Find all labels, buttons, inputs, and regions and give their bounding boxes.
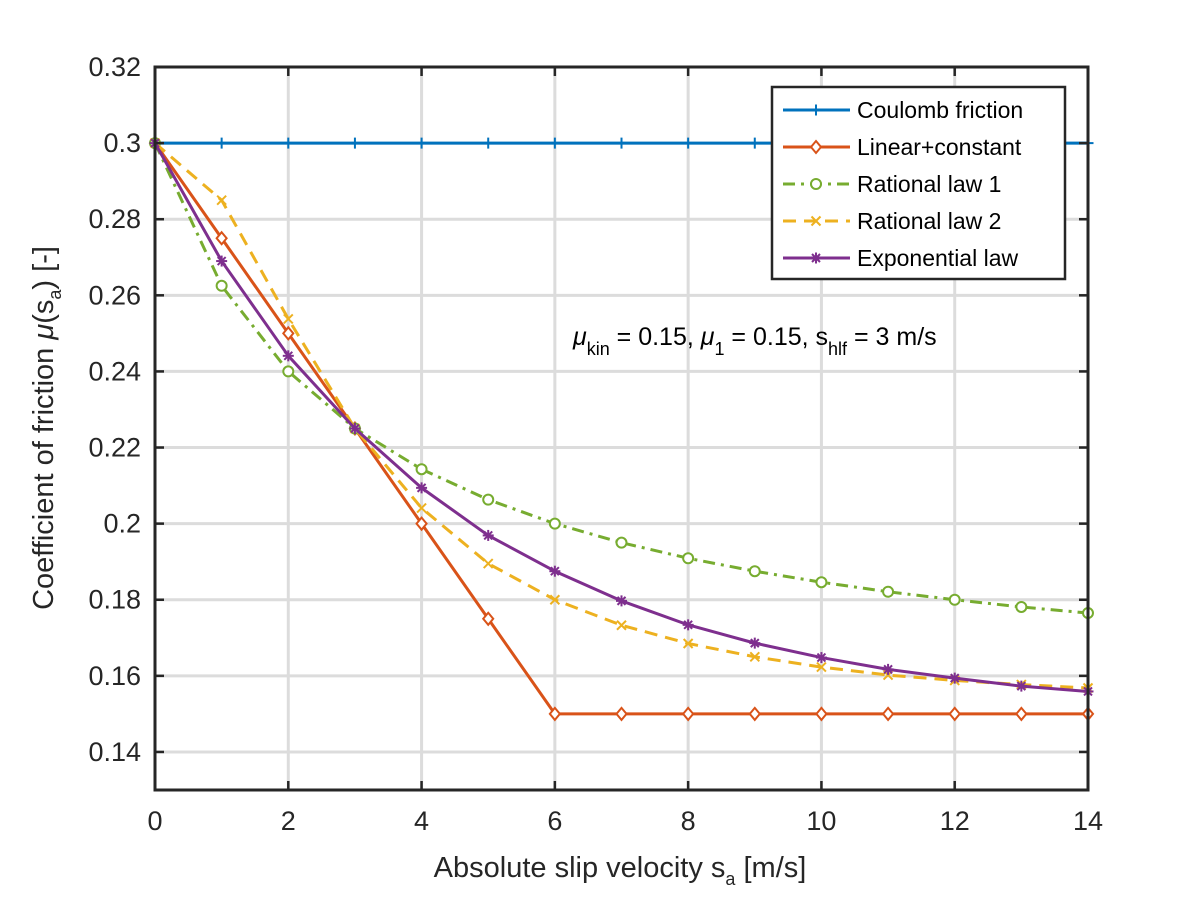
axis-ticks: 0 2 4 6 8 10 12 14 0.14 0.16 0.18 0.2 0.22 0.24 0.26 0.… [88,52,1103,836]
y-tick-label: 0.16 [88,661,141,691]
data-point-marker [810,252,822,264]
data-point-marker [881,706,895,722]
data-point-marker [215,230,228,246]
data-point-marker [549,594,561,605]
data-point-marker [283,313,294,325]
legend-entry: Exponential law [783,245,1018,271]
data-point-marker [682,137,694,149]
data-point-marker [815,652,827,664]
y-tick-label: 0.3 [103,128,141,158]
y-tick-label: 0.28 [88,204,141,234]
data-point-marker [1015,600,1028,613]
y-tick-label: 0.14 [88,737,141,767]
data-point-marker [349,137,361,149]
data-point-marker [948,593,961,606]
series-exponential-law [149,137,1094,697]
data-point-marker [882,663,894,675]
data-point-marker [481,611,495,627]
x-tick-label: 8 [681,806,696,836]
data-point-marker [809,139,823,155]
data-point-marker [416,137,428,149]
data-point-marker [482,529,494,541]
series-linear-constant [148,135,1095,722]
data-point-marker [616,595,627,607]
data-point-marker [549,565,561,577]
data-point-marker [948,706,962,722]
data-point-marker [810,178,822,190]
y-tick-label: 0.22 [88,433,141,463]
legend-label: Linear+constant [857,134,1022,160]
data-point-marker [215,279,228,292]
data-point-marker [282,350,294,362]
x-tick-label: 6 [547,806,562,836]
data-point-marker [1015,680,1027,692]
y-tick-label: 0.26 [88,280,141,310]
data-point-marker [749,637,761,649]
y-tick-label: 0.18 [88,585,141,615]
legend-entry: Linear+constant [783,134,1022,160]
legend-label: Exponential law [857,245,1018,271]
data-point-marker [1015,706,1028,722]
x-tick-label: 14 [1073,806,1103,836]
legend-entry: Rational law 1 [783,171,1001,197]
data-point-marker [882,585,895,598]
data-point-marker [483,558,494,569]
data-point-marker [415,463,428,476]
data-point-marker [810,215,822,227]
data-point-marker [216,137,228,149]
data-point-marker [349,423,361,434]
plot-frame [153,65,1090,792]
parameter-annotation: μkin = 0.15, μ1 = 0.15, shlf = 3 m/s [572,323,937,359]
data-point-marker [749,137,761,149]
legend-label: Rational law 2 [857,208,1001,234]
data-point-marker [748,565,761,578]
x-tick-label: 2 [281,806,296,836]
data-point-marker [282,365,295,378]
data-point-marker [816,661,827,673]
legend-label: Rational law 1 [857,171,1001,197]
data-point-marker [815,576,828,589]
y-axis-label: Coefficient of friction μ(sa) [-] [28,246,65,610]
x-tick-label: 12 [940,806,970,836]
x-tick-label: 0 [147,806,162,836]
x-tick-label: 10 [806,806,836,836]
data-point-marker [615,706,628,722]
data-point-marker [616,137,627,149]
data-point-marker [216,255,228,267]
legend-entry: Rational law 2 [783,208,1001,234]
data-point-marker [416,482,428,494]
data-point-marker [615,536,628,549]
y-tick-label: 0.32 [88,52,141,82]
data-point-marker [682,619,694,631]
data-point-marker [748,706,762,722]
data-point-marker [749,651,760,663]
data-point-marker [416,502,427,514]
y-tick-label: 0.2 [103,509,141,539]
data-point-marker [949,672,961,684]
data-point-marker [815,706,828,722]
x-tick-label: 4 [414,806,429,836]
data-point-marker [681,706,695,722]
data-point-marker [548,517,561,530]
data-point-marker [682,552,695,565]
data-point-marker [482,137,494,149]
data-point-marker [282,137,294,149]
data-point-marker [548,706,562,722]
data-point-marker [810,104,822,116]
x-axis-label: Absolute slip velocity sa [m/s] [434,852,807,889]
data-point-marker [482,493,495,506]
legend-entry: Coulomb friction [783,97,1023,123]
legend: Coulomb friction Linear+constant Rational … [770,85,1067,281]
y-tick-label: 0.24 [88,356,141,386]
data-point-marker [281,325,295,341]
data-point-marker [682,638,694,649]
data-point-marker [415,516,428,532]
data-point-marker [549,137,561,149]
data-point-marker [216,194,227,206]
legend-label: Coulomb friction [857,97,1023,123]
data-point-marker [616,620,627,631]
